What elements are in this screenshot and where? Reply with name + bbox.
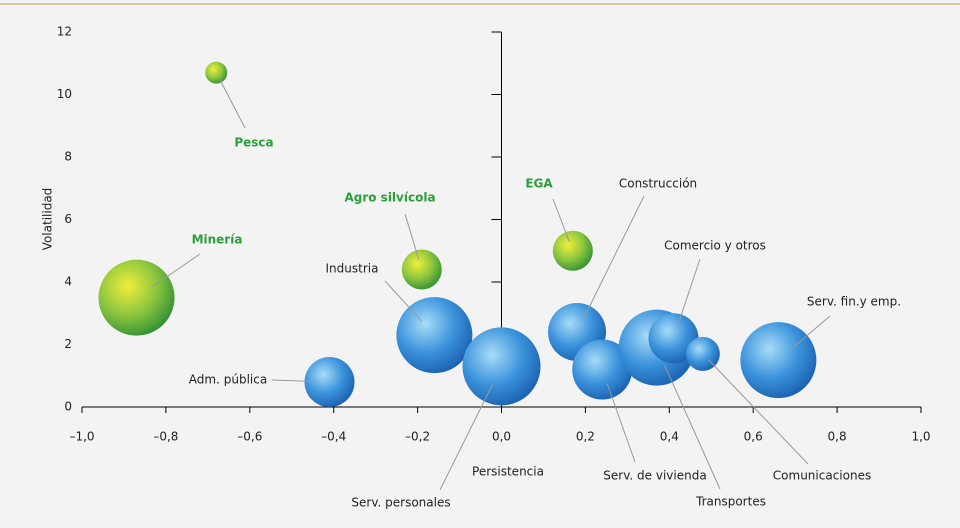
y-tick-label: 0 bbox=[64, 400, 72, 414]
leader-line bbox=[792, 315, 831, 349]
leader-line bbox=[582, 195, 645, 320]
bubble-label: Serv. fin.y emp. bbox=[807, 295, 901, 309]
bubble bbox=[98, 259, 175, 336]
bubble bbox=[205, 61, 228, 84]
y-tick-label: 4 bbox=[64, 275, 72, 289]
leader-line bbox=[151, 253, 201, 288]
leader-line bbox=[384, 280, 422, 322]
bubble-label: Agro silvícola bbox=[344, 191, 435, 205]
bubble bbox=[396, 297, 473, 374]
x-tick-label: 1,0 bbox=[911, 430, 930, 444]
y-tick-label: 8 bbox=[64, 150, 72, 164]
bubble bbox=[401, 249, 442, 290]
y-tick-label: 12 bbox=[57, 25, 72, 39]
x-tick-label: 0,8 bbox=[828, 430, 847, 444]
x-axis-label: Persistencia bbox=[472, 465, 544, 479]
bubble bbox=[740, 322, 817, 399]
leader-line bbox=[218, 77, 246, 129]
x-tick-label: –0,8 bbox=[153, 430, 178, 444]
leader-line bbox=[664, 364, 721, 490]
x-tick-label: 0,0 bbox=[492, 430, 511, 444]
bubble-label: Comercio y otros bbox=[664, 239, 766, 253]
leader-line bbox=[606, 383, 636, 463]
bubble-label: Comunicaciones bbox=[773, 469, 871, 483]
bubble-label: Serv. personales bbox=[351, 496, 450, 510]
bubble-label: Adm. pública bbox=[189, 373, 267, 387]
bubble-label: Pesca bbox=[234, 136, 273, 150]
leader-line bbox=[708, 359, 809, 465]
leader-line bbox=[271, 379, 318, 383]
bubble-label: EGA bbox=[525, 177, 553, 191]
y-tick-label: 10 bbox=[57, 87, 72, 101]
x-tick-label: 0,2 bbox=[576, 430, 595, 444]
y-tick-label: 6 bbox=[64, 212, 72, 226]
bubble bbox=[304, 357, 355, 407]
x-tick-label: 0,4 bbox=[660, 430, 679, 444]
y-axis-label: Volatilidad bbox=[41, 188, 55, 251]
x-tick-label: –0,2 bbox=[405, 430, 430, 444]
leader-line bbox=[552, 198, 570, 242]
leader-line bbox=[676, 258, 701, 327]
bubble bbox=[552, 230, 593, 271]
leader-line bbox=[439, 383, 494, 491]
x-tick-label: –0,6 bbox=[237, 430, 262, 444]
bubble-label: Minería bbox=[192, 233, 243, 247]
bubble bbox=[648, 313, 699, 364]
bubble-label: Serv. de vivienda bbox=[603, 469, 706, 483]
bubble bbox=[572, 339, 633, 400]
bubble-label: Construcción bbox=[619, 177, 697, 191]
bubble bbox=[462, 327, 541, 406]
leader-line bbox=[404, 213, 420, 261]
bubble-label: Industria bbox=[326, 262, 379, 276]
x-tick-label: 0,6 bbox=[744, 430, 763, 444]
y-tick-label: 2 bbox=[64, 337, 72, 351]
bubble-label: Transportes bbox=[695, 495, 766, 509]
x-tick-label: –1,0 bbox=[69, 430, 94, 444]
x-tick-label: –0,4 bbox=[321, 430, 346, 444]
